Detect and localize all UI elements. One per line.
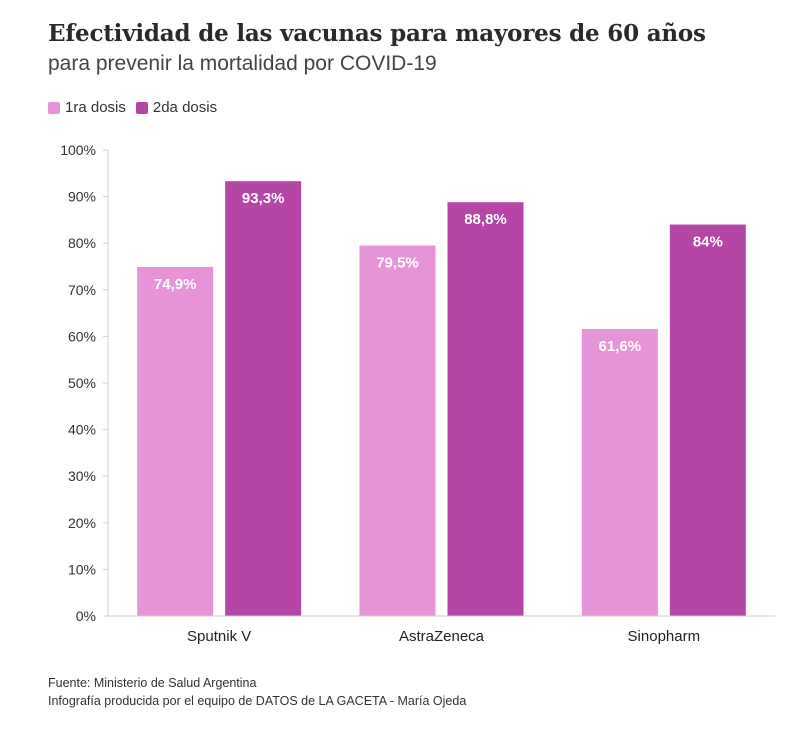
bar bbox=[225, 181, 302, 617]
y-tick-label: 80% bbox=[68, 235, 96, 251]
bar bbox=[137, 266, 214, 616]
data-label: 79,5% bbox=[376, 255, 419, 272]
y-tick-label: 30% bbox=[68, 468, 96, 484]
bar bbox=[581, 328, 658, 616]
footer: Fuente: Ministerio de Salud Argentina In… bbox=[48, 674, 466, 710]
y-tick-label: 100% bbox=[60, 142, 96, 158]
chart-title: Efectividad de las vacunas para mayores … bbox=[48, 20, 706, 47]
legend-swatch-1ra-dosis bbox=[48, 101, 60, 114]
bar bbox=[447, 202, 524, 616]
y-tick-label: 70% bbox=[68, 282, 96, 298]
y-tick-label: 0% bbox=[76, 608, 96, 624]
legend-item-2da-dosis: 2da dosis bbox=[135, 99, 218, 116]
y-tick-label: 60% bbox=[68, 328, 96, 344]
y-tick-label: 90% bbox=[68, 189, 96, 205]
legend: 1ra dosis 2da dosis bbox=[48, 99, 227, 116]
data-label: 61,6% bbox=[599, 338, 642, 355]
x-tick-label: Sputnik V bbox=[187, 628, 251, 645]
bar bbox=[359, 245, 436, 616]
legend-label-2da-dosis: 2da dosis bbox=[152, 99, 218, 116]
y-tick-label: 40% bbox=[68, 422, 96, 438]
data-label: 74,9% bbox=[154, 276, 197, 293]
data-label: 88,8% bbox=[464, 211, 507, 228]
data-label: 93,3% bbox=[242, 190, 285, 207]
credit-note: Infografía producida por el equipo de DA… bbox=[48, 694, 467, 708]
x-tick-label: AstraZeneca bbox=[399, 628, 485, 645]
x-tick-label: Sinopharm bbox=[628, 628, 701, 645]
legend-label-1ra-dosis: 1ra dosis bbox=[65, 99, 126, 116]
chart-subtitle: para prevenir la mortalidad por COVID-19 bbox=[48, 52, 437, 75]
bar bbox=[669, 224, 746, 616]
data-label: 84% bbox=[693, 234, 723, 251]
y-tick-label: 10% bbox=[68, 561, 96, 577]
y-tick-label: 20% bbox=[68, 515, 96, 531]
y-tick-label: 50% bbox=[68, 375, 96, 391]
legend-swatch-2da-dosis bbox=[135, 101, 148, 114]
source-note: Fuente: Ministerio de Salud Argentina bbox=[48, 676, 257, 690]
legend-item-1ra-dosis: 1ra dosis bbox=[48, 99, 126, 116]
